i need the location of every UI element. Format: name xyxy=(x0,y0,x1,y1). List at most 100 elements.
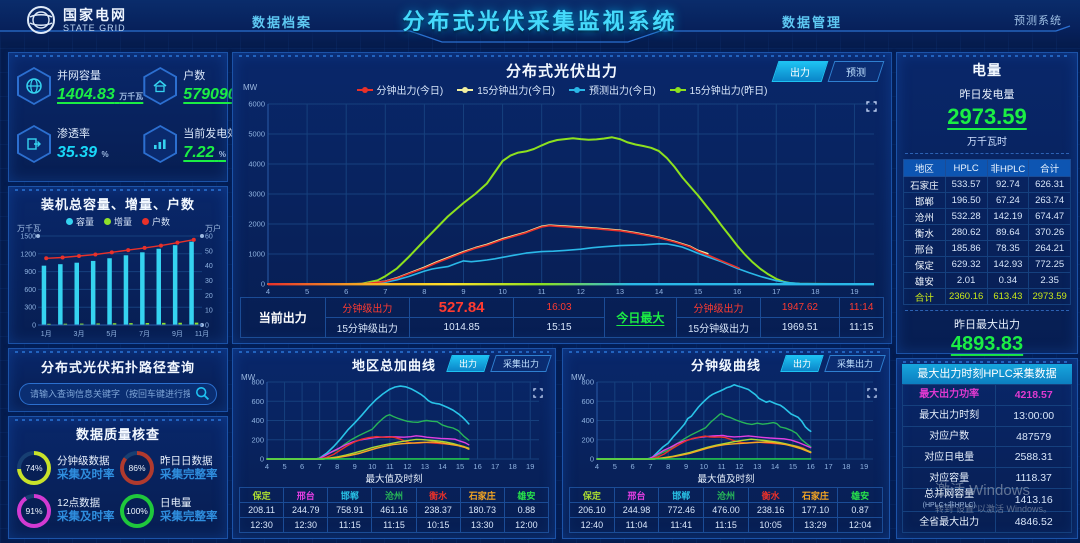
stat-label: 渗透率 xyxy=(57,128,90,140)
svg-text:15: 15 xyxy=(789,462,797,471)
svg-text:5: 5 xyxy=(613,462,617,471)
divider xyxy=(905,310,1069,311)
table-cell: 邯郸 xyxy=(903,192,946,209)
svg-text:9: 9 xyxy=(684,462,688,471)
fullscreen-icon[interactable] xyxy=(866,99,877,117)
max-15-time: 11:15 xyxy=(838,317,884,338)
nav-forecast-system[interactable]: 预测系统 xyxy=(1014,15,1062,27)
gauge-metric: 采集及时率 xyxy=(57,468,115,481)
city-name: 衡水 xyxy=(747,487,794,503)
fullscreen-icon[interactable] xyxy=(867,385,877,403)
hplc-label: 对应户数 xyxy=(903,426,997,447)
city-max-time: 11:15 xyxy=(703,517,749,533)
cur-15-label: 15分钟级出力 xyxy=(324,317,411,338)
svg-text:10: 10 xyxy=(205,308,213,315)
svg-text:14: 14 xyxy=(438,462,446,471)
svg-text:18: 18 xyxy=(509,462,517,471)
nav-data-archive[interactable]: 数据档案 xyxy=(252,15,313,30)
svg-text:11: 11 xyxy=(386,462,394,471)
table-cell: 合计 xyxy=(903,288,946,305)
table-cell: 772.25 xyxy=(1028,256,1071,273)
hplc-label: 全省最大出力 xyxy=(903,512,997,532)
cur-minute-time: 16:03 xyxy=(513,297,606,318)
hplc-value: 4218.57 xyxy=(1014,388,1053,401)
svg-text:11: 11 xyxy=(718,462,726,471)
legend-item[interactable]: 15分钟出力(昨日) xyxy=(669,82,767,97)
legend-item[interactable]: 15分钟出力(今日) xyxy=(457,82,555,97)
table-cell: 263.74 xyxy=(1028,192,1071,209)
table-cell: 雄安 xyxy=(903,272,946,289)
table-row: 雄安 2.01 0.34 2.35 xyxy=(903,272,1071,289)
search-icon[interactable] xyxy=(195,386,210,406)
svg-text:600: 600 xyxy=(581,397,594,406)
collected-output-tab-button[interactable]: 采集出力 xyxy=(824,355,886,372)
svg-text:13: 13 xyxy=(616,287,624,296)
efficiency-icon xyxy=(143,125,178,163)
panel-title: 地区总加曲线 xyxy=(351,358,436,373)
output-tab-button[interactable]: 出力 xyxy=(780,355,824,372)
nav-data-management[interactable]: 数据管理 xyxy=(782,15,843,30)
svg-text:12: 12 xyxy=(403,462,411,471)
table-row: 保定 邢台 邯郸 沧州 衡水 石家庄 雄安 xyxy=(238,487,550,503)
legend-item[interactable]: 增量 xyxy=(103,215,132,228)
svg-text:11月: 11月 xyxy=(195,330,209,338)
svg-text:200: 200 xyxy=(251,435,264,444)
svg-text:9月: 9月 xyxy=(172,330,183,338)
legend-item[interactable]: 预测出力(今日) xyxy=(569,82,656,97)
panel-title: 分布式光伏拓扑路径查询 xyxy=(40,360,195,375)
quality-gauge: 91% 12点数据 采集及时率 xyxy=(17,490,120,533)
topology-search-input[interactable] xyxy=(19,383,217,405)
stat-households: 户数 579090 xyxy=(143,61,249,119)
hplc-label: 对应日电量 xyxy=(903,447,997,468)
svg-text:11: 11 xyxy=(538,287,546,296)
svg-text:60: 60 xyxy=(205,234,213,241)
main-chart-unit: MW xyxy=(243,83,258,92)
stat-value: 579090 xyxy=(183,86,237,103)
svg-text:0: 0 xyxy=(32,323,36,330)
panel-title: 分布式光伏出力 xyxy=(505,63,618,80)
hplc-data-rows: 最大出力功率 4218.57 最大出力时刻 13:00:00 对应户数 4875… xyxy=(902,384,1072,533)
fullscreen-icon[interactable] xyxy=(533,385,543,403)
legend-item[interactable]: 容量 xyxy=(65,215,94,228)
legend-item[interactable]: 户数 xyxy=(142,215,170,228)
today-max-link[interactable]: 今日最大 xyxy=(604,297,677,338)
svg-text:800: 800 xyxy=(251,378,264,387)
hplc-value: 13:00:00 xyxy=(1013,409,1055,422)
hplc-label: 最大出力功率 xyxy=(903,385,997,405)
region-total-chart: 4 5 6 7 8 9 10 11 12 13 14 15 16 17 18 19 0 200 400 600 800 xyxy=(251,378,539,471)
output-tab-button[interactable]: 出力 xyxy=(446,355,490,372)
city-name: 保定 xyxy=(569,487,615,503)
city-name: 雄安 xyxy=(503,487,550,503)
city-max-value: 461.16 xyxy=(371,502,417,518)
table-row: 208.11 244.79 758.91 461.16 238.37 180.73 0.88 xyxy=(238,502,550,518)
gauge-ring: 86% xyxy=(120,451,154,486)
gauge-percent: 100% xyxy=(126,505,148,516)
table-cell: 2.35 xyxy=(1028,272,1071,289)
city-max-time: 12:04 xyxy=(837,517,883,533)
hplc-label: 总并网容量 (HPLC+非HPLC) xyxy=(903,489,997,512)
svg-text:8: 8 xyxy=(666,462,670,471)
svg-text:0: 0 xyxy=(261,280,265,289)
table-header-row: 地区 HPLC 非HPLC 合计 xyxy=(903,159,1071,177)
svg-text:5月: 5月 xyxy=(106,330,117,338)
collected-output-tab-button[interactable]: 采集出力 xyxy=(490,355,552,372)
cur-15-time: 15:15 xyxy=(513,317,606,338)
svg-text:17: 17 xyxy=(824,462,832,471)
forecast-tab-button[interactable]: 预测 xyxy=(827,61,885,82)
svg-text:900: 900 xyxy=(24,269,36,276)
divider xyxy=(905,153,1069,154)
city-name: 邯郸 xyxy=(327,487,373,503)
svg-text:16: 16 xyxy=(807,462,815,471)
table-cell: 2360.16 xyxy=(944,288,988,305)
svg-text:1月: 1月 xyxy=(41,330,52,338)
legend-item[interactable]: 分钟出力(今日) xyxy=(356,82,443,97)
output-tab-button[interactable]: 出力 xyxy=(771,61,829,82)
gauge-percent: 74% xyxy=(25,463,43,474)
table-row: 12:40 11:04 11:41 11:15 10:05 13:29 12:04 xyxy=(569,517,883,533)
city-name: 邯郸 xyxy=(658,487,705,503)
stat-unit: 万千瓦 xyxy=(119,92,144,101)
svg-text:14: 14 xyxy=(771,462,779,471)
svg-text:0: 0 xyxy=(205,323,209,330)
city-max-value: 244.79 xyxy=(283,502,329,518)
hplc-panel-header: 最大出力时刻HPLC采集数据 xyxy=(902,364,1072,384)
